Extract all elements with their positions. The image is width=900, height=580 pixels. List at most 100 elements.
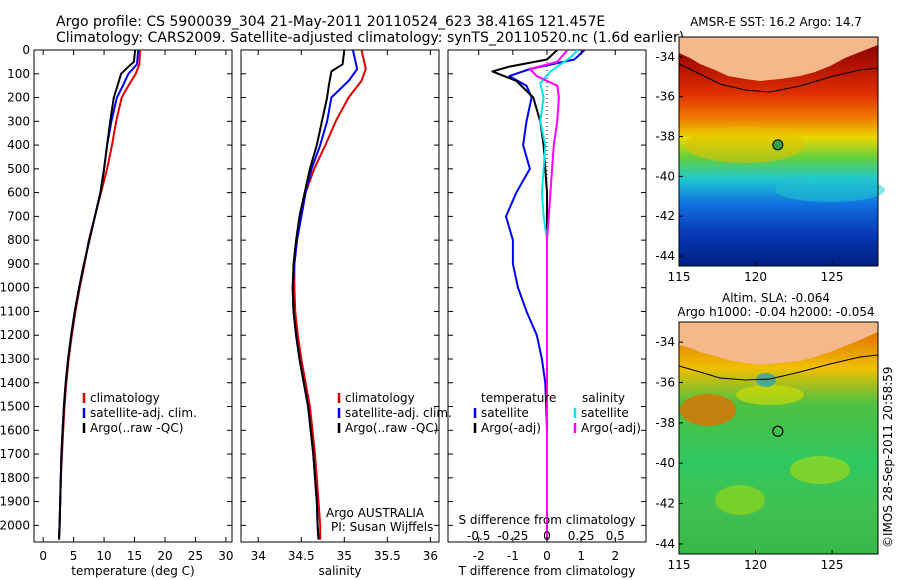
y-tick-label: 700	[7, 209, 30, 223]
map-y-tick-label: -36	[655, 376, 675, 390]
salinity-xlabel: salinity	[318, 564, 361, 578]
x-tick-label: 20	[157, 549, 172, 563]
sla-map-axes: 115 120 125 -34 -36 -38 -40 -42 -44	[655, 335, 843, 572]
sla-high-patch	[680, 394, 736, 426]
map-y-tick-label: -38	[655, 130, 675, 144]
x-tick-label: 15	[127, 549, 142, 563]
salinity-curves	[291, 50, 367, 540]
legend-label-t-satellite: satellite	[481, 406, 529, 420]
sst-warm-patch	[685, 127, 805, 163]
sla-map	[678, 321, 879, 555]
y-tick-label: 1000	[0, 281, 30, 295]
temperature-legend: climatology satellite-adj. clim. Argo(..…	[82, 391, 197, 435]
salinity-panel-frame	[240, 49, 440, 543]
temperature-axes: 0 5 10 15 20 25 300100200300400500600700800900…	[0, 43, 234, 563]
map-x-tick-label: 115	[668, 558, 691, 572]
difference-curves	[491, 50, 586, 542]
bathymetry-contour	[678, 63, 879, 93]
x-tick-label: -2	[473, 549, 485, 563]
x-tick-label: 1	[577, 549, 585, 563]
x-tick-label: 5	[70, 549, 78, 563]
series-line-satellite	[505, 50, 586, 540]
y-tick-label: 1900	[0, 495, 30, 509]
y-tick-label: 1300	[0, 352, 30, 366]
credit-pi: PI: Susan Wijffels	[331, 520, 433, 534]
series-line-climatology	[58, 50, 141, 540]
map-y-tick-label: -34	[655, 335, 675, 349]
x-tick-label: 2	[611, 549, 619, 563]
x-tick-label: 0	[39, 549, 47, 563]
header-line2: Climatology: CARS2009. Satellite-adjuste…	[56, 30, 684, 46]
series-line-satellite	[539, 50, 579, 540]
map-y-tick-label: -44	[655, 537, 675, 551]
sst-map-frame	[678, 36, 879, 267]
legend-label-s-satellite: satellite	[581, 406, 629, 420]
legend-label-argo: Argo(..raw -QC)	[90, 421, 183, 435]
series-line-satellite-adj-clim-	[291, 50, 359, 540]
sst-map-axes: 115 120 125 -34 -36 -38 -40 -42 -44	[655, 50, 843, 284]
land-australia	[679, 322, 878, 365]
sst-map	[678, 36, 885, 267]
s-tick-label: 0.25	[568, 529, 595, 543]
sla-map-title: Altim. SLA: -0.064	[722, 291, 830, 305]
argo-float-marker	[772, 139, 784, 151]
series-line-satellite-adj-clim-	[58, 50, 140, 540]
x-tick-label: 35.5	[374, 549, 401, 563]
sla-yellow-patch	[790, 456, 850, 484]
map-y-tick-label: -44	[655, 249, 675, 263]
salinity-axes: 34 34.5 35 35.5 36	[241, 49, 439, 563]
legend-label-argo: Argo(..raw -QC)	[345, 421, 438, 435]
sla-low-patch	[756, 373, 776, 387]
difference-axes: -2 -1 0 1 2 -0.5 -0.25 0 0.25 0.5	[448, 49, 646, 563]
sla-map-subtitle: Argo h1000: -0.04 h2000: -0.054	[677, 305, 874, 319]
y-tick-label: 1100	[0, 304, 30, 318]
sla-yellow-band	[736, 385, 804, 405]
header-line1: Argo profile: CS 5900039_304 21-May-2011…	[56, 14, 605, 30]
y-tick-label: 600	[7, 186, 30, 200]
s-tick-label: -0.5	[467, 529, 490, 543]
series-line-argo-raw-qc-	[291, 50, 346, 540]
legend-label-satellite: satellite-adj. clim.	[90, 406, 197, 420]
x-tick-label: 25	[188, 549, 203, 563]
legend-label-climatology: climatology	[345, 391, 415, 405]
y-tick-label: 1500	[0, 400, 30, 414]
temperature-xlabel: temperature (deg C)	[71, 564, 194, 578]
x-tick-label: 35	[337, 549, 352, 563]
imos-timestamp: ©IMOS 28-Sep-2011 20:58:59	[881, 366, 895, 548]
map-y-tick-label: -42	[655, 209, 675, 223]
legend-label-satellite: satellite-adj. clim.	[345, 406, 452, 420]
series-line-climatology	[293, 50, 367, 540]
legend-title-salinity: salinity	[582, 391, 625, 405]
y-tick-label: 900	[7, 257, 30, 271]
legend-title-temperature: temperature	[481, 391, 556, 405]
series-line-argo-adj-	[491, 50, 558, 540]
map-x-tick-label: 115	[668, 270, 691, 284]
argo-float-marker	[772, 425, 784, 437]
y-tick-label: 1400	[0, 376, 30, 390]
difference-top-xlabel: S difference from climatology	[459, 513, 636, 527]
x-tick-label: 0	[543, 549, 551, 563]
x-tick-label: 36	[423, 549, 438, 563]
map-y-tick-label: -34	[655, 50, 675, 64]
sst-map-title: AMSR-E SST: 16.2 Argo: 14.7	[690, 15, 862, 29]
x-tick-label: 34.5	[288, 549, 315, 563]
salinity-legend: climatology satellite-adj. clim. Argo(..…	[337, 391, 452, 435]
y-tick-label: 500	[7, 162, 30, 176]
s-tick-label: 0	[543, 529, 551, 543]
map-x-tick-label: 120	[744, 558, 767, 572]
bathymetry-contour	[678, 354, 879, 381]
s-tick-label: -0.25	[497, 529, 528, 543]
temperature-curves	[58, 50, 141, 540]
x-tick-label: -1	[507, 549, 519, 563]
land-australia	[679, 37, 878, 81]
map-x-tick-label: 125	[821, 270, 844, 284]
legend-label-climatology: climatology	[90, 391, 160, 405]
sst-cool-patch	[775, 178, 885, 202]
y-tick-label: 0	[22, 43, 30, 57]
map-y-tick-label: -40	[655, 169, 675, 183]
temperature-panel-frame	[33, 49, 233, 543]
legend-label-s-argo: Argo(-adj)	[581, 421, 641, 435]
map-y-tick-label: -36	[655, 90, 675, 104]
x-tick-label: 10	[96, 549, 111, 563]
